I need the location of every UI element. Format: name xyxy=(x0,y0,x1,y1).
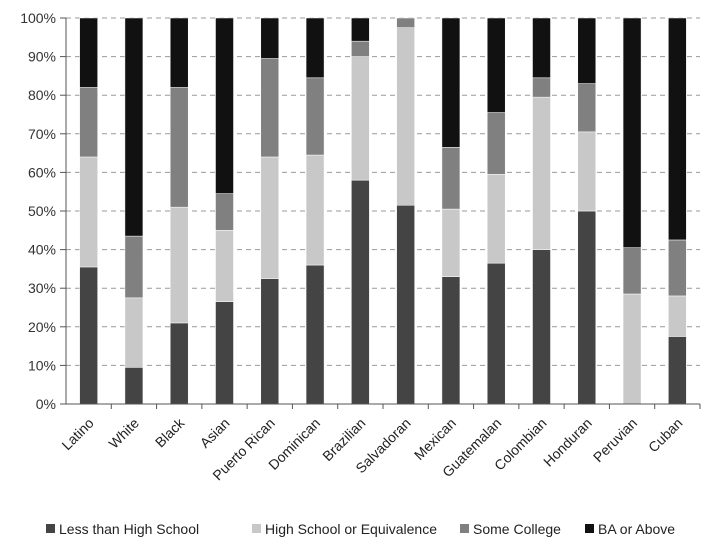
bar-segment xyxy=(486,174,506,264)
x-tick-label: Honduran xyxy=(540,415,595,470)
bar-segment xyxy=(668,17,687,241)
bar-segment xyxy=(215,230,234,302)
bar-segment xyxy=(169,322,189,405)
legend: Less than High School High School or Equi… xyxy=(46,521,675,537)
bar-segment xyxy=(486,262,506,405)
bar-segment xyxy=(532,77,551,98)
bar-segment xyxy=(169,206,189,324)
bar-segment xyxy=(124,367,144,405)
bar-segment xyxy=(260,156,280,279)
bar-segment xyxy=(486,17,506,113)
bar-segment xyxy=(260,58,280,158)
legend-swatch xyxy=(585,524,594,533)
bar-segment xyxy=(305,77,325,156)
bar-segment xyxy=(79,156,98,268)
bar-segment xyxy=(668,336,687,405)
x-tick-label: Peruvian xyxy=(590,415,640,465)
y-tick-label: 70% xyxy=(28,126,56,142)
bar-segment xyxy=(622,247,642,295)
bar-segment xyxy=(351,40,370,57)
bar-segment xyxy=(124,17,144,237)
y-tick-label: 30% xyxy=(28,280,56,296)
bar-segment xyxy=(215,301,234,405)
y-tick-label: 10% xyxy=(28,357,56,373)
bar-segment xyxy=(124,235,144,299)
x-tick-label: Asian xyxy=(197,415,233,451)
bar-segment xyxy=(305,154,325,266)
legend-label: Some College xyxy=(473,521,561,537)
y-axis-ticks: 0% 10% 20% 30% 40% 50% 60% 70% 80% 90% 100% xyxy=(20,10,66,412)
bar-segment xyxy=(622,293,642,405)
bar-segment xyxy=(396,204,415,405)
y-tick-label: 80% xyxy=(28,87,56,103)
legend-swatch xyxy=(460,524,469,533)
bar-segment xyxy=(351,56,370,181)
bar-segment xyxy=(577,210,597,405)
legend-label: Less than High School xyxy=(59,521,199,537)
y-tick-label: 50% xyxy=(28,203,56,219)
x-tick-label: Cuban xyxy=(645,415,685,455)
legend-label: High School or Equivalence xyxy=(265,521,437,537)
y-tick-label: 40% xyxy=(28,242,56,258)
bar-segment xyxy=(577,83,597,133)
bar-segment xyxy=(532,249,551,405)
y-tick-label: 60% xyxy=(28,164,56,180)
bar-segment xyxy=(305,17,325,79)
y-tick-label: 90% xyxy=(28,49,56,65)
gridlines xyxy=(66,17,700,366)
bar-segment xyxy=(622,17,642,248)
x-tick-label: Black xyxy=(152,414,188,450)
y-tick-label: 0% xyxy=(36,396,56,412)
bar-segment xyxy=(351,17,370,42)
bar-segment xyxy=(577,131,597,212)
bar-segment xyxy=(124,297,144,368)
legend-label: BA or Above xyxy=(598,521,675,537)
legend-swatch xyxy=(252,524,261,533)
bar-segment xyxy=(441,208,461,277)
bar-segment xyxy=(351,179,370,405)
legend-swatch xyxy=(46,524,55,533)
bars xyxy=(79,17,687,405)
bar-segment xyxy=(532,96,551,250)
bar-segment xyxy=(79,87,98,158)
bar-segment xyxy=(486,112,506,175)
bar-segment xyxy=(441,17,461,148)
bar-segment xyxy=(79,17,98,88)
x-tick-label: White xyxy=(105,415,142,452)
bar-segment xyxy=(169,87,189,208)
y-tick-label: 100% xyxy=(20,10,56,26)
bar-segment xyxy=(215,17,234,194)
bar-segment xyxy=(396,27,415,206)
bar-segment xyxy=(668,295,687,337)
bar-segment xyxy=(441,147,461,210)
bar-segment xyxy=(305,264,325,405)
bar-segment xyxy=(260,278,280,405)
x-tick-label: Latino xyxy=(58,415,96,453)
bar-segment xyxy=(577,17,597,84)
bar-segment xyxy=(396,17,415,28)
bar-segment xyxy=(441,276,461,405)
bar-segment xyxy=(260,17,280,59)
bar-segment xyxy=(79,266,98,405)
bar-segment xyxy=(215,193,234,231)
bar-segment xyxy=(668,239,687,297)
bar-segment xyxy=(169,17,189,88)
y-tick-label: 20% xyxy=(28,319,56,335)
bar-segment xyxy=(532,17,551,79)
